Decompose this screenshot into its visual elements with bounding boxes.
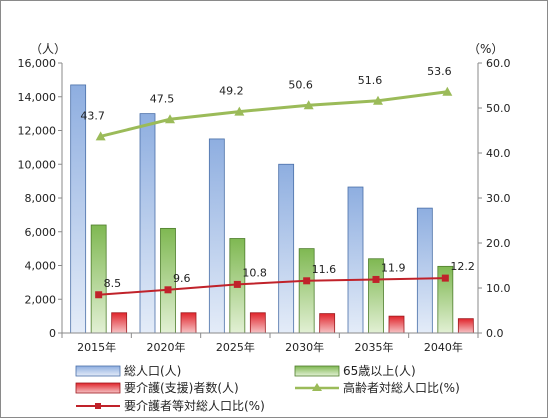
data-label-elderly-ratio: 43.7 [80, 109, 105, 122]
left-tick-label: 14,000 [18, 91, 57, 104]
category-label: 2035年 [355, 340, 394, 354]
data-label-care-ratio: 8.5 [104, 277, 122, 290]
category-label: 2030年 [285, 340, 324, 354]
bar-care-needed [388, 315, 405, 334]
bars [70, 84, 474, 334]
marker-care-ratio [95, 291, 103, 299]
data-label-elderly-ratio: 50.6 [288, 78, 313, 91]
legend-marker-elderly-ratio [312, 383, 322, 391]
category-labels: 2015年 2020年 2025年 2030年 2035年 2040年 [61, 333, 479, 354]
bar-care-needed [457, 318, 474, 334]
legend-swatch-elderly [294, 365, 340, 377]
category-label: 2025年 [216, 340, 255, 354]
legend: 総人口(人) 65歳以上(人) 要介護(支援)者数(人) 高齢者対総人口比(%)… [75, 364, 460, 413]
right-tick-label: 60.0 [486, 57, 511, 70]
category-label: 2015年 [77, 340, 116, 354]
left-tick-label: 0 [49, 327, 56, 340]
left-axis-unit: （人） [30, 42, 66, 56]
data-label-care-ratio: 11.9 [381, 261, 406, 274]
legend-label-care-ratio: 要介護者等対総人口比(%) [124, 398, 265, 413]
line-care-ratio [98, 277, 446, 296]
marker-elderly-ratio [373, 95, 383, 105]
bar-care-needed [180, 312, 197, 334]
marker-care-ratio [441, 274, 449, 282]
bar-elderly [298, 248, 315, 334]
data-label-care-ratio: 11.6 [312, 263, 337, 276]
legend-label-total-population: 総人口(人) [124, 364, 181, 378]
legend-label-elderly-ratio: 高齢者対総人口比(%) [343, 380, 460, 395]
left-axis-ticks: 0 2,000 4,000 6,000 8,000 10,000 12,000 14,000 1… [18, 57, 62, 340]
right-tick-label: 50.0 [486, 102, 511, 115]
line-series: 43.7 47.5 49.2 50.6 51.6 53.6 8.5 9.6 10.8 11.6 11… [80, 65, 475, 299]
bar-total-population [347, 186, 364, 334]
left-tick-label: 6,000 [25, 226, 57, 239]
data-label-elderly-ratio: 47.5 [150, 92, 175, 105]
right-tick-label: 40.0 [486, 147, 511, 160]
bar-total-population [278, 163, 295, 334]
marker-elderly-ratio [165, 114, 175, 124]
data-label-elderly-ratio: 49.2 [219, 85, 244, 98]
bar-care-needed [111, 312, 128, 334]
marker-elderly-ratio [442, 86, 453, 96]
left-tick-label: 10,000 [18, 158, 57, 171]
left-tick-label: 2,000 [25, 293, 57, 306]
data-label-elderly-ratio: 53.6 [427, 65, 452, 78]
data-label-elderly-ratio: 51.6 [358, 74, 383, 87]
marker-elderly-ratio [95, 131, 106, 141]
right-axis-ticks: 0.0 10.0 20.0 30.0 40.0 50.0 60.0 [478, 57, 511, 340]
right-tick-label: 10.0 [486, 282, 511, 295]
left-tick-label: 16,000 [18, 57, 57, 70]
marker-care-ratio [372, 275, 380, 283]
left-tick-label: 8,000 [25, 192, 57, 205]
category-label: 2040年 [424, 340, 463, 354]
bar-total-population [139, 113, 156, 334]
right-tick-label: 30.0 [486, 192, 511, 205]
line-elderly-ratio [100, 90, 448, 138]
bar-total-population [208, 138, 225, 334]
left-tick-label: 12,000 [18, 125, 57, 138]
legend-marker-care-ratio [95, 403, 101, 409]
left-tick-label: 4,000 [25, 260, 57, 273]
right-tick-label: 0.0 [486, 327, 504, 340]
data-label-care-ratio: 10.8 [242, 266, 266, 279]
bar-total-population [416, 207, 433, 334]
bar-care-needed [319, 313, 336, 334]
category-label: 2020年 [147, 340, 186, 354]
marker-care-ratio [233, 280, 241, 288]
marker-elderly-ratio [234, 106, 245, 116]
legend-label-care-needed: 要介護(支援)者数(人) [124, 380, 239, 395]
legend-label-elderly: 65歳以上(人) [343, 364, 416, 378]
marker-elderly-ratio [303, 100, 314, 110]
right-tick-label: 20.0 [486, 237, 511, 250]
marker-care-ratio [164, 286, 172, 294]
marker-care-ratio [303, 277, 311, 285]
legend-swatch-care-needed [75, 382, 121, 394]
data-label-care-ratio: 9.6 [173, 272, 191, 285]
data-label-care-ratio: 12.2 [450, 260, 475, 273]
bar-care-needed [249, 312, 266, 334]
right-axis-unit: （%） [468, 42, 503, 56]
legend-swatch-total-population [75, 365, 121, 377]
